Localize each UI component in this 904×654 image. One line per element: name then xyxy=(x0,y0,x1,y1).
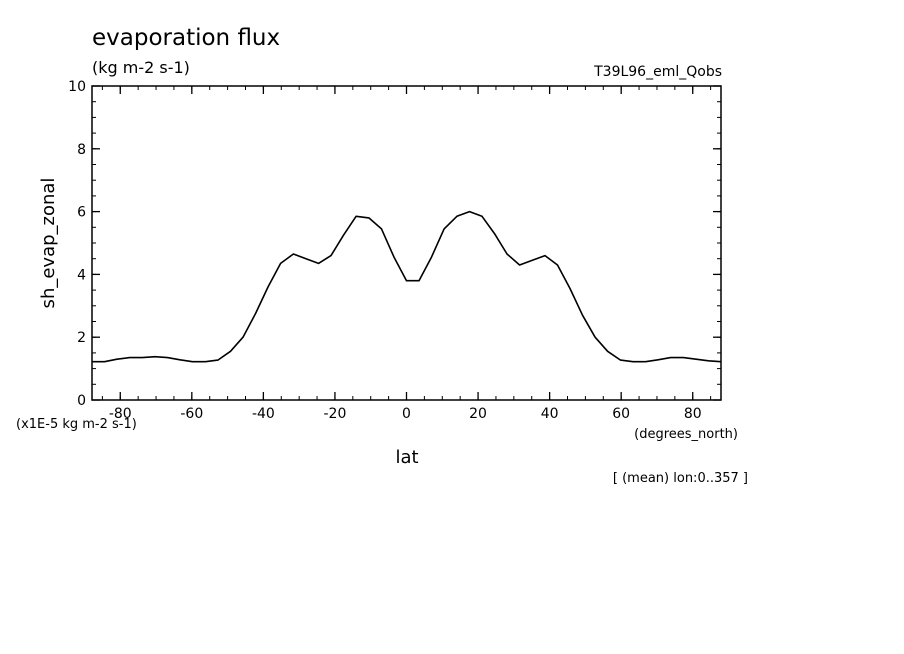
x-units-label: (degrees_north) xyxy=(634,427,738,442)
y-scale-note: (x1E-5 kg m-2 s-1) xyxy=(16,417,137,432)
experiment-label: T39L96_eml_Qobs xyxy=(593,64,722,80)
chart-title: evaporation flux xyxy=(92,25,280,51)
x-tick-label: 80 xyxy=(684,406,702,422)
x-tick-labels: -80 -60 -40 -20 0 20 40 60 80 xyxy=(109,406,702,422)
x-tick-label: 40 xyxy=(541,406,559,422)
y-tick-label: 10 xyxy=(68,79,86,95)
footnote: [ (mean) lon:0..357 ] xyxy=(613,471,748,486)
series-line-evap xyxy=(92,210,722,363)
x-tick-label: -60 xyxy=(180,406,203,422)
x-tick-label: -40 xyxy=(252,406,275,422)
y-tick-labels: 0 2 4 6 8 10 xyxy=(68,79,86,409)
x-axis-label: lat xyxy=(395,447,418,468)
y-axis-label: sh_evap_zonal xyxy=(38,178,59,309)
x-tick-label: -80 xyxy=(109,406,132,422)
major-ticks xyxy=(92,85,721,401)
x-tick-label: -20 xyxy=(324,406,347,422)
x-tick-label: 20 xyxy=(469,406,487,422)
y-tick-label: 2 xyxy=(77,330,86,346)
y-tick-label: 4 xyxy=(77,267,86,283)
y-tick-label: 8 xyxy=(77,142,86,158)
y-tick-label: 0 xyxy=(77,393,86,409)
x-tick-label: 60 xyxy=(612,406,630,422)
y-tick-label: 6 xyxy=(77,205,86,221)
chart-units: (kg m-2 s-1) xyxy=(92,58,190,77)
x-tick-label: 0 xyxy=(402,406,411,422)
